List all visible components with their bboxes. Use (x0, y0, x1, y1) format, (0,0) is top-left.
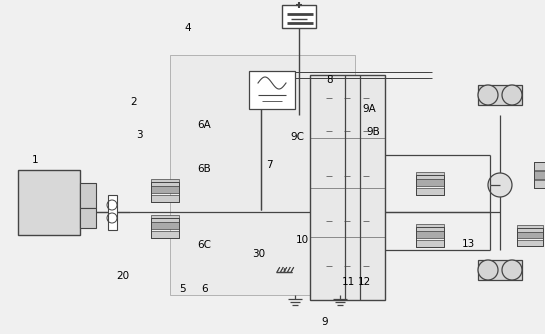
Bar (416, 227, 444, 247)
Bar (151, 182, 179, 202)
Circle shape (478, 85, 498, 105)
Bar (151, 195, 179, 202)
Text: 5: 5 (179, 284, 186, 294)
Text: 1: 1 (32, 155, 39, 165)
Circle shape (478, 260, 498, 280)
Text: 9A: 9A (362, 104, 377, 114)
Bar (249, 71, 295, 109)
Bar (416, 231, 444, 238)
Bar (534, 180, 545, 188)
Circle shape (488, 173, 512, 197)
Text: 6A: 6A (197, 120, 211, 130)
Bar (416, 175, 444, 195)
Text: 9C: 9C (290, 132, 304, 142)
Text: 20: 20 (116, 271, 129, 281)
Bar (18, 170, 80, 235)
Text: 13: 13 (462, 239, 475, 249)
Bar (416, 179, 444, 186)
Bar (534, 171, 545, 179)
Text: 6: 6 (201, 284, 208, 294)
Bar (517, 240, 543, 246)
Text: 11: 11 (342, 277, 355, 287)
Bar (151, 218, 179, 238)
Circle shape (502, 260, 522, 280)
Bar (80, 208, 96, 228)
Text: 8: 8 (326, 75, 333, 85)
Bar (517, 231, 543, 238)
Text: 2: 2 (130, 97, 137, 107)
Bar (416, 240, 444, 247)
Text: 3: 3 (136, 130, 142, 140)
Bar (310, 75, 385, 300)
Bar (416, 172, 444, 179)
Text: 9B: 9B (366, 127, 380, 137)
Bar (416, 224, 444, 231)
Bar (170, 55, 355, 295)
Bar (282, 5, 316, 28)
Text: 7: 7 (267, 160, 273, 170)
Circle shape (502, 85, 522, 105)
Bar (151, 179, 179, 186)
Bar (478, 85, 522, 105)
Bar (108, 195, 117, 230)
Text: 6C: 6C (197, 240, 211, 250)
Bar (517, 225, 543, 231)
Text: 30: 30 (252, 249, 265, 259)
Text: 9: 9 (321, 317, 328, 327)
Bar (151, 231, 179, 238)
Bar (534, 162, 545, 188)
Bar (80, 183, 96, 208)
Bar (416, 188, 444, 195)
Text: 6B: 6B (197, 164, 211, 174)
Text: 4: 4 (185, 23, 191, 33)
Text: 12: 12 (358, 277, 371, 287)
Text: 10: 10 (296, 235, 309, 245)
Bar (517, 228, 543, 246)
Bar (151, 186, 179, 193)
Bar (151, 222, 179, 229)
Bar (151, 215, 179, 222)
Bar (478, 260, 522, 280)
Bar (534, 162, 545, 170)
